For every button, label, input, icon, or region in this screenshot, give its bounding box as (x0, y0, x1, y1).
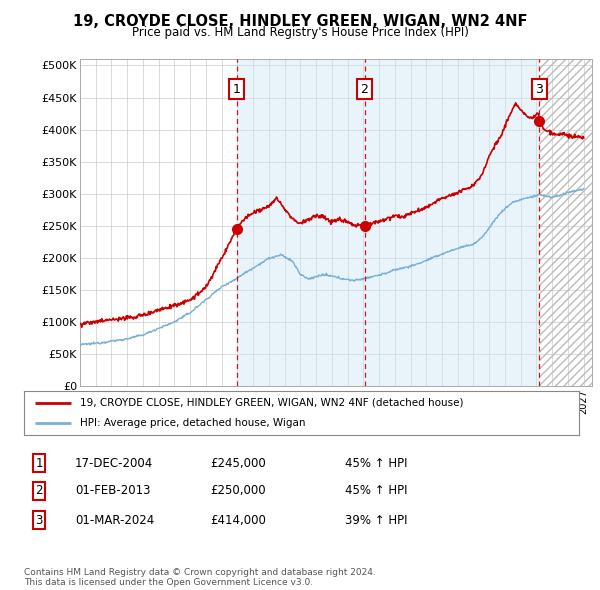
Text: 39% ↑ HPI: 39% ↑ HPI (345, 514, 407, 527)
Text: 3: 3 (535, 83, 543, 96)
Bar (236, 59, 539, 386)
Text: Contains HM Land Registry data © Crown copyright and database right 2024.
This d: Contains HM Land Registry data © Crown c… (24, 568, 376, 587)
Text: £414,000: £414,000 (210, 514, 266, 527)
Text: 3: 3 (35, 514, 43, 527)
Text: £250,000: £250,000 (210, 484, 266, 497)
Text: 2: 2 (35, 484, 43, 497)
Text: 45% ↑ HPI: 45% ↑ HPI (345, 457, 407, 470)
Text: 2: 2 (361, 83, 368, 96)
Text: HPI: Average price, detached house, Wigan: HPI: Average price, detached house, Wiga… (79, 418, 305, 428)
Bar (539, 59, 592, 386)
Text: 1: 1 (35, 457, 43, 470)
Text: Price paid vs. HM Land Registry's House Price Index (HPI): Price paid vs. HM Land Registry's House … (131, 26, 469, 39)
Text: 45% ↑ HPI: 45% ↑ HPI (345, 484, 407, 497)
Text: 01-FEB-2013: 01-FEB-2013 (75, 484, 151, 497)
Text: 17-DEC-2004: 17-DEC-2004 (75, 457, 153, 470)
Text: 19, CROYDE CLOSE, HINDLEY GREEN, WIGAN, WN2 4NF: 19, CROYDE CLOSE, HINDLEY GREEN, WIGAN, … (73, 14, 527, 30)
Text: 19, CROYDE CLOSE, HINDLEY GREEN, WIGAN, WN2 4NF (detached house): 19, CROYDE CLOSE, HINDLEY GREEN, WIGAN, … (79, 398, 463, 408)
Text: 1: 1 (233, 83, 241, 96)
Text: 01-MAR-2024: 01-MAR-2024 (75, 514, 154, 527)
Text: £245,000: £245,000 (210, 457, 266, 470)
